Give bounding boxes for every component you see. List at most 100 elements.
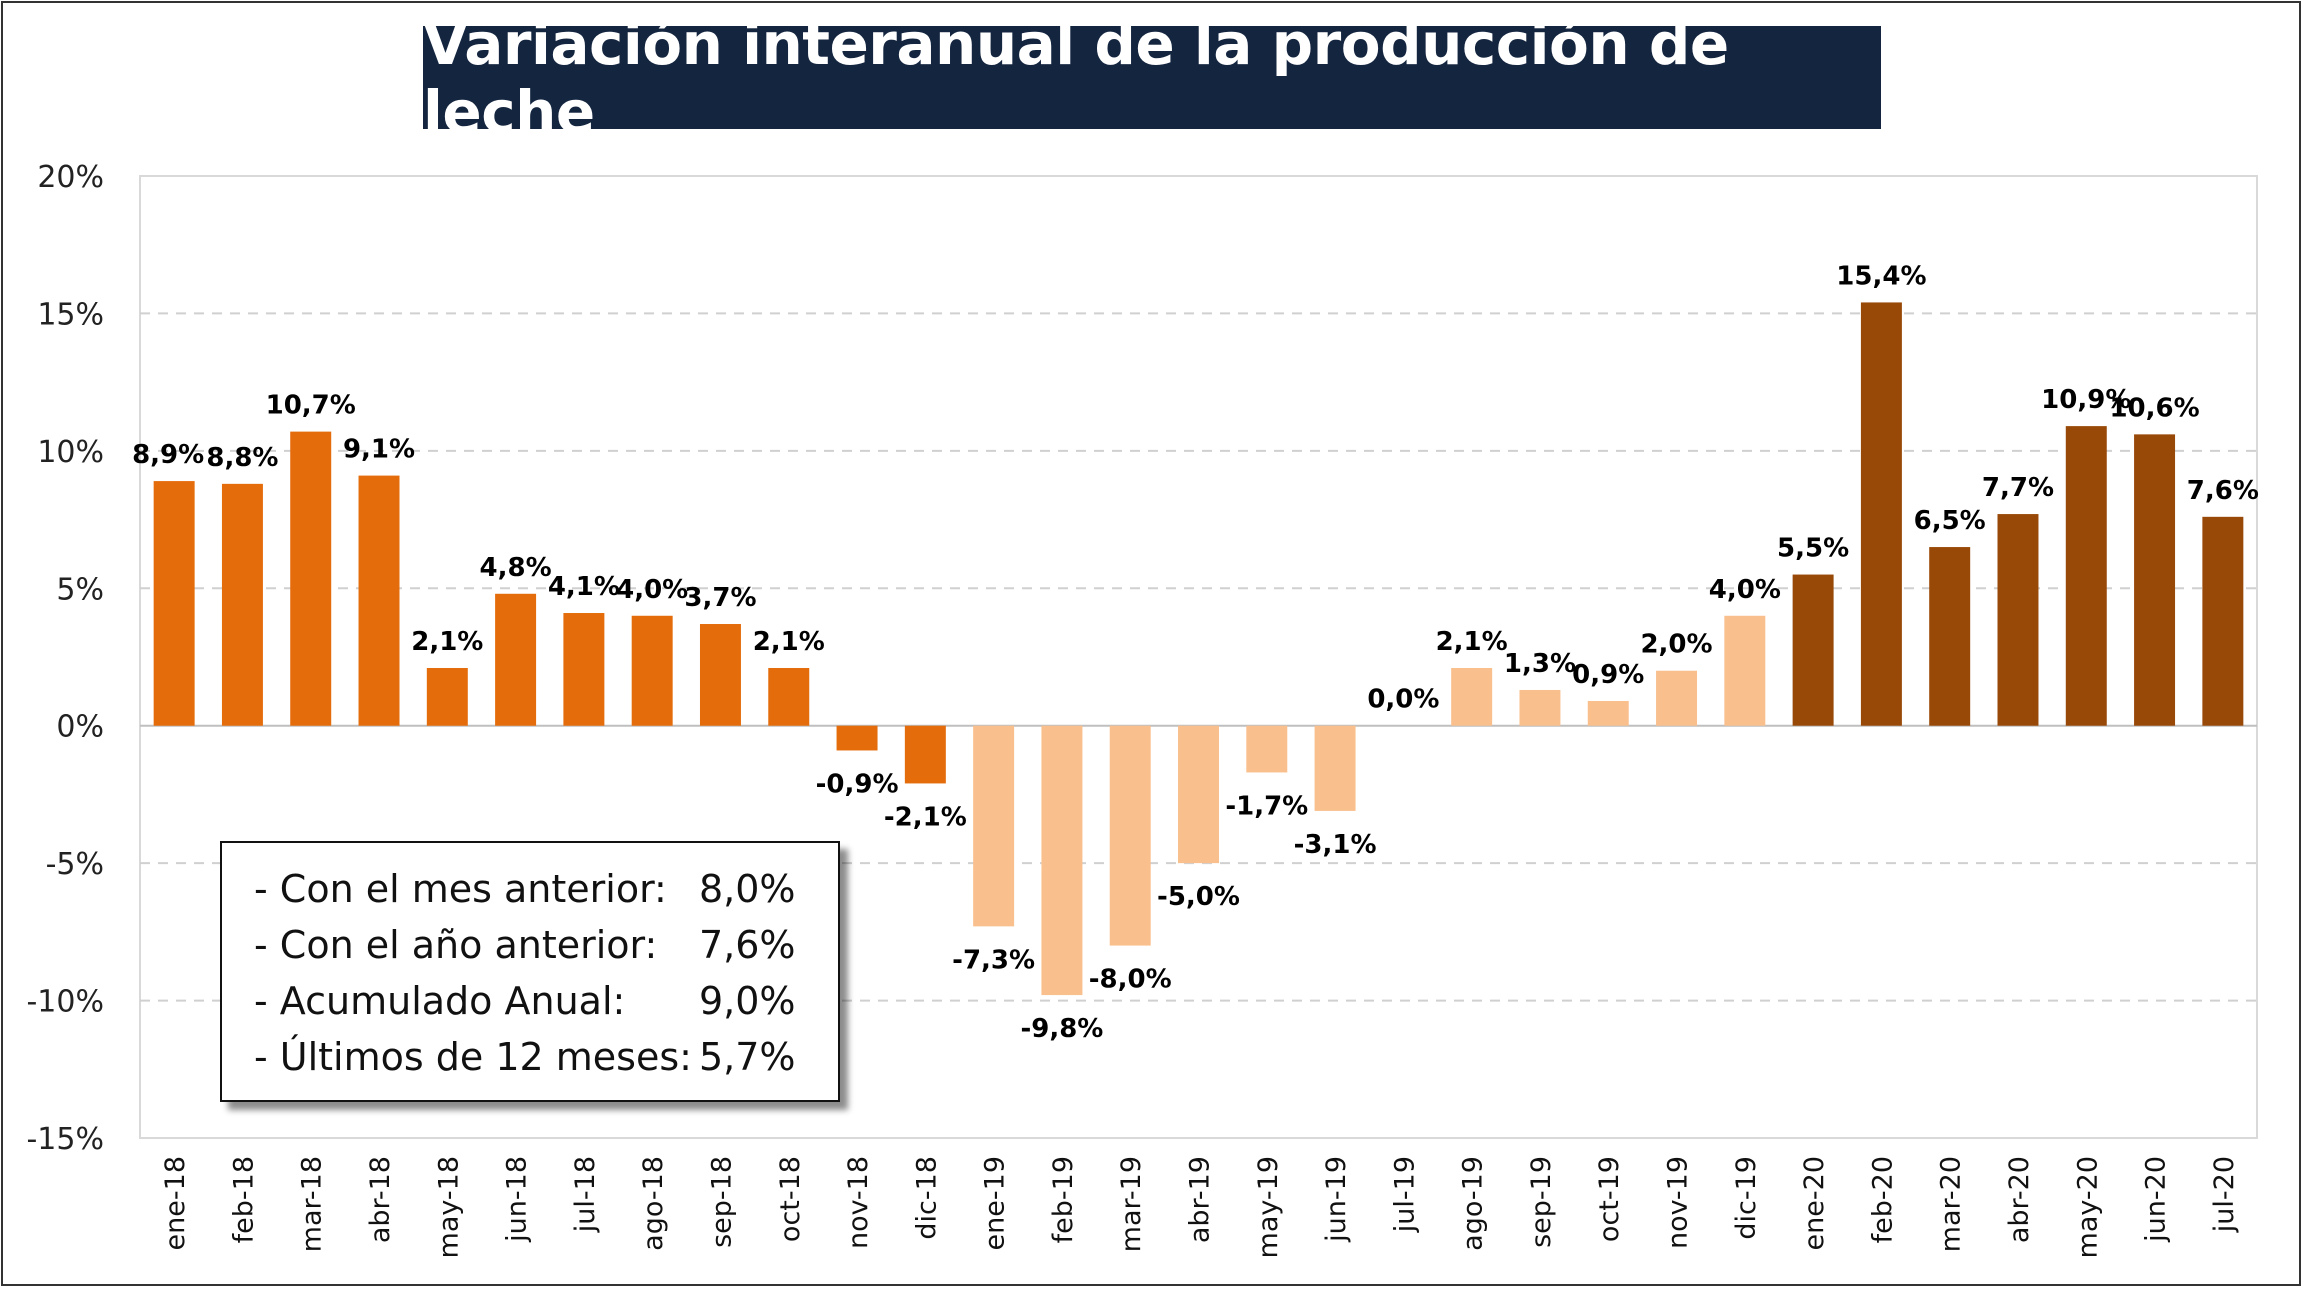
x-tick-label: ene-20 <box>1799 1156 1830 1250</box>
bar <box>1246 725 1288 773</box>
data-label: -3,1% <box>1294 830 1377 860</box>
x-tick-label: jun-19 <box>1321 1156 1352 1243</box>
data-label: 2,1% <box>753 627 825 657</box>
bar <box>1041 725 1083 996</box>
y-tick-label: 20% <box>37 160 104 195</box>
bar <box>904 725 946 784</box>
x-tick-label: mar-20 <box>1936 1156 1967 1252</box>
plot-area-border <box>139 175 2258 1139</box>
x-tick-label: ago-19 <box>1458 1156 1489 1251</box>
data-label: 6,5% <box>1914 506 1986 536</box>
x-tick-label: may-18 <box>433 1156 464 1258</box>
bar <box>290 431 332 726</box>
data-label: -0,9% <box>816 769 899 799</box>
x-tick-label: dic-19 <box>1731 1156 1762 1240</box>
bar <box>1519 689 1561 726</box>
x-tick-label: feb-19 <box>1048 1156 1079 1243</box>
bar <box>426 667 468 726</box>
x-tick-label: mar-18 <box>297 1156 328 1252</box>
data-label: 8,9% <box>132 440 204 470</box>
data-label: 4,0% <box>616 575 688 605</box>
bar <box>768 667 810 726</box>
x-tick-label: jun-20 <box>2141 1156 2172 1243</box>
bar <box>495 593 537 726</box>
bar <box>1724 615 1766 726</box>
chart-title: Variación interanual de la producción de… <box>423 10 1881 146</box>
x-tick-label: ene-18 <box>160 1156 191 1250</box>
data-labels: 8,9% 8,8%10,7%9,1%2,1%4,8%4,1%4,0%3,7%2,1… <box>132 261 2259 1044</box>
x-tick-label: may-19 <box>1253 1156 1284 1258</box>
x-tick-label: abr-18 <box>365 1156 396 1243</box>
data-label: 9,1% <box>343 435 415 465</box>
bar <box>631 615 673 726</box>
data-label: 15,4% <box>1836 261 1926 291</box>
x-tick-label: mar-19 <box>1116 1156 1147 1252</box>
data-label: 1,3% <box>1504 649 1576 679</box>
bar <box>973 725 1015 927</box>
y-tick-label: 10% <box>37 435 104 470</box>
data-label: 7,6% <box>2187 476 2259 506</box>
data-label: 10,9% <box>2041 385 2131 415</box>
summary-value: 8,0% <box>699 867 796 911</box>
data-label: 2,1% <box>1436 627 1508 657</box>
bar <box>1451 667 1493 726</box>
data-label: -5,0% <box>1157 882 1240 912</box>
bar <box>1656 670 1698 726</box>
y-tick-label: 0% <box>56 710 104 745</box>
data-label: 4,0% <box>1709 575 1781 605</box>
data-label: -8,0% <box>1089 965 1172 995</box>
bar <box>1792 574 1834 726</box>
data-label: 4,8% <box>480 553 552 583</box>
data-label: 0,9% <box>1572 660 1644 690</box>
x-axis-ticks: ene-18 feb-18 mar-18 abr-18 may-18 jun-18 jul-… <box>160 1156 2240 1258</box>
summary-value: 9,0% <box>699 979 796 1023</box>
data-label: -1,7% <box>1225 791 1308 821</box>
x-tick-label: jul-19 <box>1389 1156 1420 1233</box>
x-tick-label: jun-18 <box>502 1156 533 1243</box>
y-tick-label: -10% <box>26 985 104 1020</box>
y-axis-ticks: -15% -10% -5% 0% 5% 10% 15% 20% <box>26 160 104 1157</box>
y-tick-label: 15% <box>37 297 104 332</box>
summary-label: - Acumulado Anual: <box>254 979 626 1023</box>
x-tick-label: abr-19 <box>1185 1156 1216 1243</box>
x-tick-label: feb-18 <box>228 1156 259 1243</box>
data-label: 2,1% <box>411 627 483 657</box>
data-label: -9,8% <box>1020 1014 1103 1044</box>
bar <box>2202 516 2244 726</box>
summary-row: - Con el mes anterior: 8,0% <box>254 861 838 917</box>
bar <box>1860 302 1902 726</box>
bar <box>153 481 195 726</box>
x-tick-label: nov-19 <box>1663 1156 1694 1249</box>
summary-value: 5,7% <box>699 1035 796 1079</box>
x-tick-label: may-20 <box>2072 1156 2103 1258</box>
bar <box>836 725 878 751</box>
bar <box>1997 514 2039 726</box>
data-label: 5,5% <box>1777 534 1849 564</box>
x-tick-label: jul-20 <box>2209 1156 2240 1233</box>
y-tick-label: -5% <box>46 847 104 882</box>
x-tick-label: sep-19 <box>1526 1156 1557 1248</box>
data-label: 10,6% <box>2109 393 2199 423</box>
x-tick-label: dic-18 <box>911 1156 942 1240</box>
data-label: 4,1% <box>548 572 620 602</box>
summary-row: - Acumulado Anual: 9,0% <box>254 973 838 1029</box>
bar <box>1178 725 1219 864</box>
x-tick-label: ago-18 <box>638 1156 669 1251</box>
x-tick-label: abr-20 <box>2004 1156 2035 1243</box>
data-label: 0,0% <box>1367 685 1439 715</box>
data-label: 10,7% <box>266 391 356 421</box>
x-tick-label: oct-18 <box>775 1156 806 1242</box>
x-tick-label: sep-18 <box>706 1156 737 1248</box>
data-label: 8,8% <box>206 443 278 473</box>
data-label: -2,1% <box>884 802 967 832</box>
bars <box>153 302 2244 996</box>
x-tick-label: jul-18 <box>570 1156 601 1233</box>
data-label: -7,3% <box>952 945 1035 975</box>
bar <box>699 624 741 726</box>
summary-value: 7,6% <box>699 923 796 967</box>
x-tick-label: feb-20 <box>1867 1156 1898 1243</box>
data-label: 3,7% <box>684 583 756 613</box>
bar <box>358 475 400 726</box>
summary-row: - Últimos de 12 meses: 5,7% <box>254 1029 838 1085</box>
